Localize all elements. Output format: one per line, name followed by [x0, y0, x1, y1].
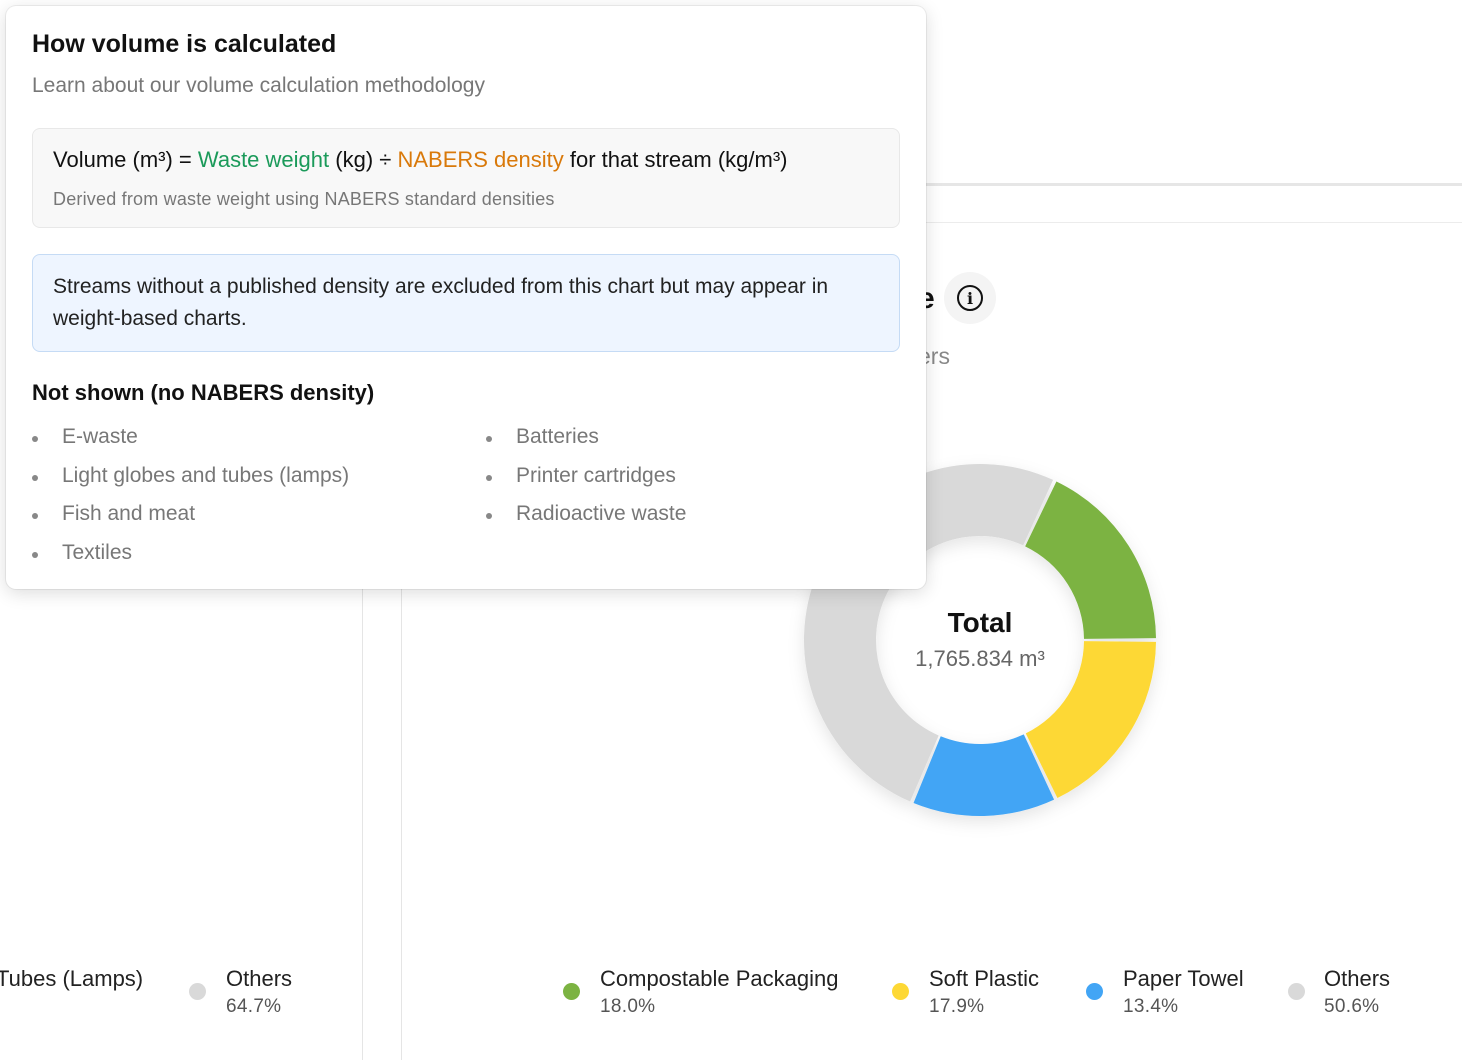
legend-pct-others-left: 64.7% — [226, 996, 282, 1017]
legend-pct-soft-plastic: 17.9% — [929, 996, 985, 1017]
popover-subtitle: Learn about our volume calculation metho… — [32, 74, 485, 97]
volume-chart-card — [401, 540, 1462, 1060]
section-divider — [926, 222, 1462, 223]
list-item: Batteries — [486, 425, 686, 464]
list-item: Radioactive waste — [486, 502, 686, 541]
legend-label-compostable: Compostable Packaging — [600, 966, 839, 991]
donut-slice-soft-plastic[interactable] — [1025, 641, 1156, 799]
legend-pct-compostable: 18.0% — [600, 996, 656, 1017]
left-chart-card — [0, 540, 363, 1060]
volume-info-popover: How volume is calculated Learn about our… — [6, 6, 926, 589]
legend-dot-soft-plastic — [892, 983, 909, 1000]
formula-unit: (kg) ÷ — [335, 147, 392, 172]
legend-label-others: Others — [1324, 966, 1391, 991]
legend-label-lamps: Tubes (Lamps) — [0, 966, 144, 991]
info-icon: i — [957, 285, 983, 311]
legend-label-soft-plastic: Soft Plastic — [929, 966, 1040, 991]
donut-slice-compostable-packaging[interactable] — [1025, 481, 1156, 639]
legend-dot-others — [1288, 983, 1305, 1000]
chart-center-value: 1,765.834 m³ — [915, 646, 1045, 671]
chart-center-title: Total — [947, 607, 1013, 638]
formula: Volume (m³) = Waste weight (kg) ÷ NABERS… — [53, 147, 787, 173]
legend-pct-others: 50.6% — [1324, 996, 1380, 1017]
header-divider — [926, 183, 1462, 186]
list-item: Textiles — [32, 541, 349, 580]
not-shown-list-right: Batteries Printer cartridges Radioactive… — [486, 425, 686, 541]
list-item: Printer cartridges — [486, 464, 686, 503]
donut-slice-paper-towel[interactable] — [913, 734, 1055, 816]
formula-note: Derived from waste weight using NABERS s… — [53, 189, 555, 209]
formula-density: NABERS density — [397, 147, 564, 172]
not-shown-heading: Not shown (no NABERS density) — [32, 380, 375, 405]
list-item: E-waste — [32, 425, 349, 464]
formula-box: Volume (m³) = Waste weight (kg) ÷ NABERS… — [32, 128, 900, 228]
legend-dot-others-left — [189, 983, 206, 1000]
exclusion-note-text: Streams without a published density are … — [53, 275, 829, 330]
legend-dot-paper-towel — [1086, 983, 1103, 1000]
legend-label-others-left: Others — [226, 966, 293, 991]
legend-label-paper-towel: Paper Towel — [1123, 966, 1244, 991]
info-button[interactable]: i — [944, 272, 996, 324]
formula-weight: Waste weight — [197, 147, 330, 172]
exclusion-note: Streams without a published density are … — [32, 254, 900, 352]
list-item: Fish and meat — [32, 502, 349, 541]
legend-dot-compostable — [563, 983, 580, 1000]
list-item: Light globes and tubes (lamps) — [32, 464, 349, 503]
formula-suffix: for that stream (kg/m³) — [569, 147, 788, 172]
popover-title: How volume is calculated — [32, 30, 337, 58]
formula-prefix: Volume (m³) = — [53, 147, 192, 172]
legend-pct-paper-towel: 13.4% — [1123, 996, 1179, 1017]
not-shown-list-left: E-waste Light globes and tubes (lamps) F… — [32, 425, 349, 579]
